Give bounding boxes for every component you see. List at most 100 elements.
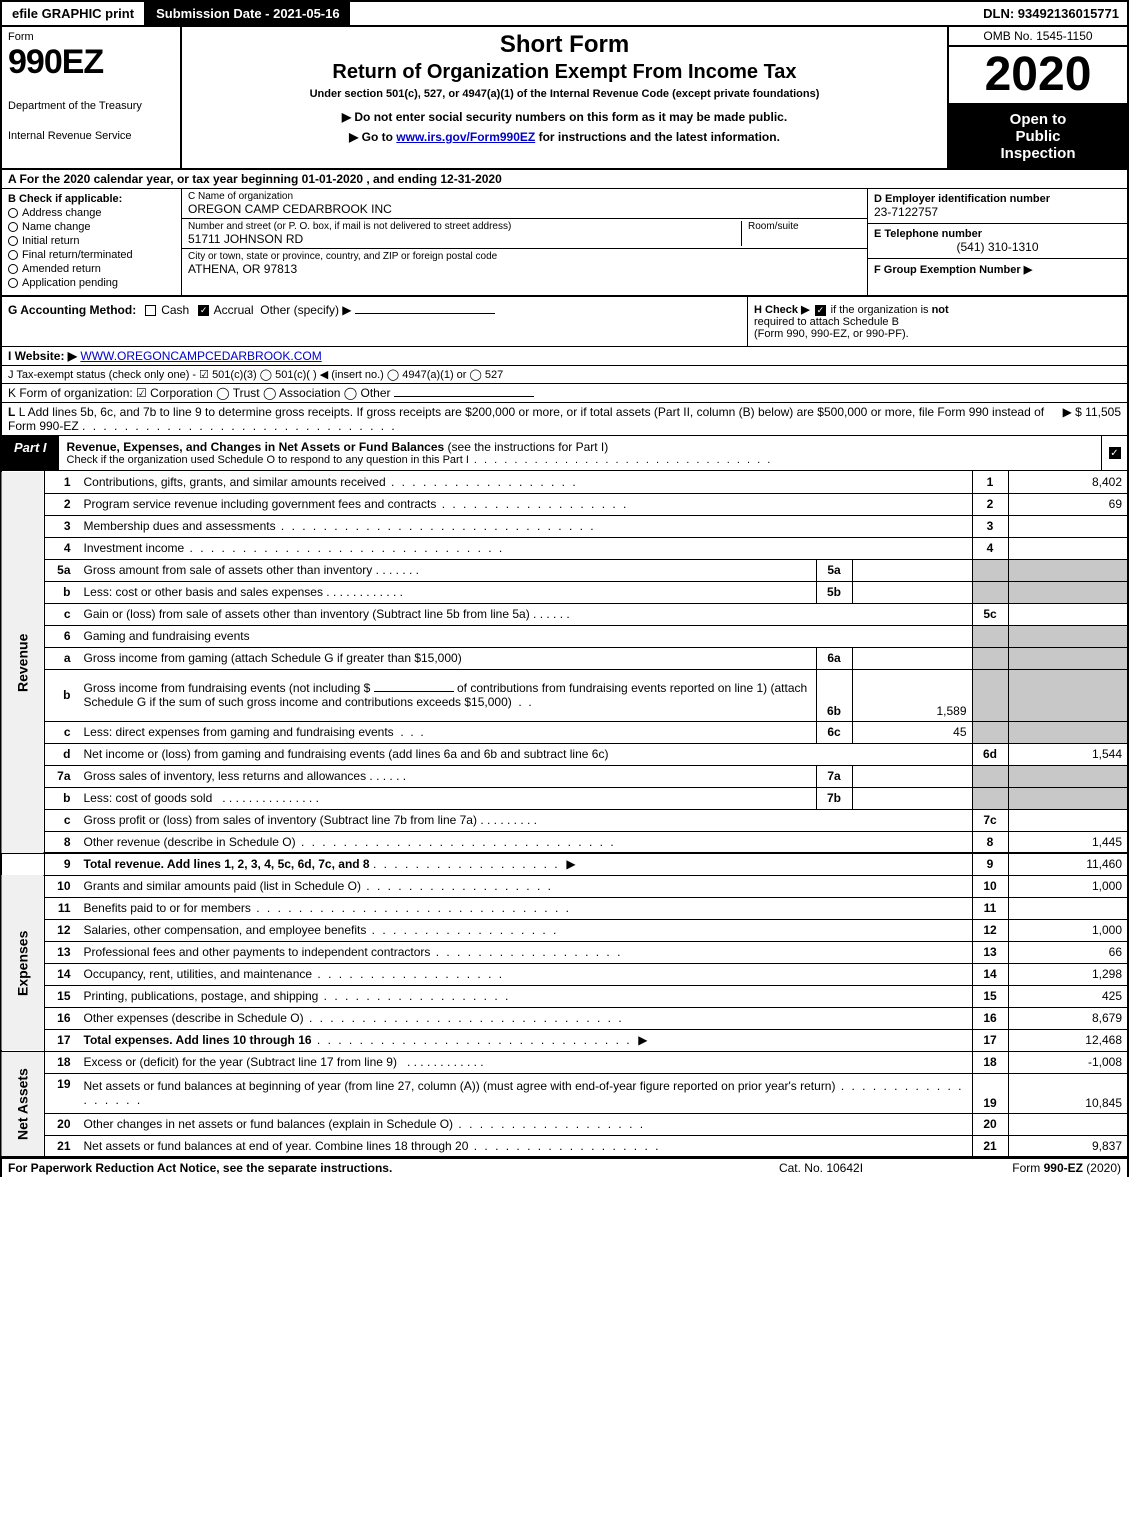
row-14: 14Occupancy, rent, utilities, and mainte… <box>1 963 1128 985</box>
6b-contrib-input[interactable] <box>374 691 454 692</box>
inspect-2: Public <box>953 128 1123 145</box>
row-8: 8Other revenue (describe in Schedule O)8… <box>1 831 1128 853</box>
inspect-3: Inspection <box>953 145 1123 162</box>
part-1-checkbox-cell: ✓ <box>1101 436 1127 470</box>
go-to-link-line: ▶ Go to www.irs.gov/Form990EZ for instru… <box>190 130 939 144</box>
h-not: not <box>932 304 949 316</box>
row-6d: dNet income or (loss) from gaming and fu… <box>1 743 1128 765</box>
rln-1: 1 <box>972 471 1008 493</box>
calendar-year-line: A For the 2020 calendar year, or tax yea… <box>0 170 1129 189</box>
row-17: 17Total expenses. Add lines 10 through 1… <box>1 1029 1128 1051</box>
h-check: H Check ▶ <box>754 304 810 316</box>
chk-name-change[interactable]: Name change <box>8 221 175 233</box>
row-11: 11Benefits paid to or for members11 <box>1 897 1128 919</box>
row-6: 6Gaming and fundraising events <box>1 625 1128 647</box>
other-input[interactable] <box>355 313 495 314</box>
info-grid: B Check if applicable: Address change Na… <box>0 189 1129 297</box>
section-l: L L Add lines 5b, 6c, and 7b to line 9 t… <box>0 403 1129 436</box>
chk-cash[interactable] <box>145 305 156 316</box>
org-name-row: C Name of organization OREGON CAMP CEDAR… <box>182 189 867 219</box>
section-d-e-f: D Employer identification number 23-7122… <box>867 189 1127 295</box>
row-15: 15Printing, publications, postage, and s… <box>1 985 1128 1007</box>
dln-label: DLN: 93492136015771 <box>975 2 1127 25</box>
net-assets-side-label: Net Assets <box>1 1051 45 1157</box>
city-label: City or town, state or province, country… <box>188 251 861 262</box>
header-right: OMB No. 1545-1150 2020 Open to Public In… <box>947 27 1127 168</box>
h-text4: (Form 990, 990-EZ, or 990-PF). <box>754 328 909 340</box>
row-1: Revenue 1 Contributions, gifts, grants, … <box>1 471 1128 493</box>
part-1-table: Revenue 1 Contributions, gifts, grants, … <box>0 471 1129 1158</box>
chk-initial-return[interactable]: Initial return <box>8 235 175 247</box>
go-prefix: ▶ Go to <box>349 130 396 144</box>
phone-label: E Telephone number <box>874 228 1121 240</box>
row-4: 4Investment income4 <box>1 537 1128 559</box>
chk-accrual[interactable] <box>198 305 209 316</box>
row-5a: 5aGross amount from sale of assets other… <box>1 559 1128 581</box>
chk-application-pending[interactable]: Application pending <box>8 277 175 289</box>
website-label: I Website: ▶ <box>8 349 77 363</box>
chk-final-return[interactable]: Final return/terminated <box>8 249 175 261</box>
row-3: 3Membership dues and assessments3 <box>1 515 1128 537</box>
form-label: Form <box>8 31 174 43</box>
header-center: Short Form Return of Organization Exempt… <box>182 27 947 168</box>
chk-address-change[interactable]: Address change <box>8 207 175 219</box>
ln-1: 1 <box>45 471 79 493</box>
website-link[interactable]: WWW.OREGONCAMPCEDARBROOK.COM <box>80 349 321 363</box>
org-name-value: OREGON CAMP CEDARBROOK INC <box>188 202 861 216</box>
city-value: ATHENA, OR 97813 <box>188 262 861 276</box>
top-bar: efile GRAPHIC print Submission Date - 20… <box>0 0 1129 25</box>
form-number: 990EZ <box>8 43 174 82</box>
row-20: 20Other changes in net assets or fund ba… <box>1 1113 1128 1135</box>
group-exemption-row: F Group Exemption Number ▶ <box>868 259 1127 280</box>
row-7b: bLess: cost of goods sold . . . . . . . … <box>1 787 1128 809</box>
omb-number: OMB No. 1545-1150 <box>949 27 1127 47</box>
accounting-method-label: G Accounting Method: <box>8 303 136 317</box>
row-6b: bGross income from fundraising events (n… <box>1 669 1128 721</box>
row-16: 16Other expenses (describe in Schedule O… <box>1 1007 1128 1029</box>
dept-treasury: Department of the Treasury <box>8 100 174 112</box>
inspect-1: Open to <box>953 111 1123 128</box>
section-g: G Accounting Method: Cash Accrual Other … <box>2 297 747 346</box>
tax-year: 2020 <box>949 47 1127 105</box>
room-label: Room/suite <box>748 221 861 232</box>
part-1-tag: Part I <box>2 436 59 470</box>
section-b: B Check if applicable: Address change Na… <box>2 189 182 295</box>
footer-center: Cat. No. 10642I <box>721 1161 921 1175</box>
ssn-note: ▶ Do not enter social security numbers o… <box>190 110 939 124</box>
section-j: J Tax-exempt status (check only one) - ☑… <box>0 366 1129 384</box>
irs-link[interactable]: www.irs.gov/Form990EZ <box>396 130 535 144</box>
section-l-amount: ▶ $ 11,505 <box>1063 405 1121 433</box>
row-18: Net Assets 18Excess or (deficit) for the… <box>1 1051 1128 1073</box>
form-header: Form 990EZ Department of the Treasury In… <box>0 25 1129 170</box>
section-g-h: G Accounting Method: Cash Accrual Other … <box>0 297 1129 347</box>
revenue-side-label: Revenue <box>1 471 45 853</box>
short-form-title: Short Form <box>190 31 939 59</box>
row-19: 19Net assets or fund balances at beginni… <box>1 1073 1128 1113</box>
street-value: 51711 JOHNSON RD <box>188 232 741 246</box>
chk-amended-return[interactable]: Amended return <box>8 263 175 275</box>
chk-schedule-b[interactable] <box>815 305 826 316</box>
phone-value: (541) 310-1310 <box>874 240 1121 254</box>
other-org-input[interactable] <box>394 396 534 397</box>
footer-left: For Paperwork Reduction Act Notice, see … <box>8 1161 721 1175</box>
go-suffix: for instructions and the latest informat… <box>535 130 780 144</box>
cash-label: Cash <box>161 303 189 317</box>
street-row: Number and street (or P. O. box, if mail… <box>182 219 867 249</box>
ein-row: D Employer identification number 23-7122… <box>868 189 1127 224</box>
street-label: Number and street (or P. O. box, if mail… <box>188 221 741 232</box>
section-l-text: L L Add lines 5b, 6c, and 7b to line 9 t… <box>8 405 1055 433</box>
org-name-label: C Name of organization <box>188 191 861 202</box>
part-1-checkbox[interactable]: ✓ <box>1109 447 1121 459</box>
efile-button[interactable]: efile GRAPHIC print <box>2 2 146 25</box>
part-1-header: Part I Revenue, Expenses, and Changes in… <box>0 436 1129 471</box>
part-1-check-line: Check if the organization used Schedule … <box>67 454 1093 466</box>
row-21: 21Net assets or fund balances at end of … <box>1 1135 1128 1157</box>
accrual-label: Accrual <box>214 303 254 317</box>
submission-date-button[interactable]: Submission Date - 2021-05-16 <box>146 2 352 25</box>
section-b-title: B Check if applicable: <box>8 193 175 205</box>
dept-irs: Internal Revenue Service <box>8 130 174 142</box>
section-k-text: K Form of organization: ☑ Corporation ◯ … <box>8 386 391 400</box>
section-c: C Name of organization OREGON CAMP CEDAR… <box>182 189 867 295</box>
row-5c: cGain or (loss) from sale of assets othe… <box>1 603 1128 625</box>
row-2: 2Program service revenue including gover… <box>1 493 1128 515</box>
